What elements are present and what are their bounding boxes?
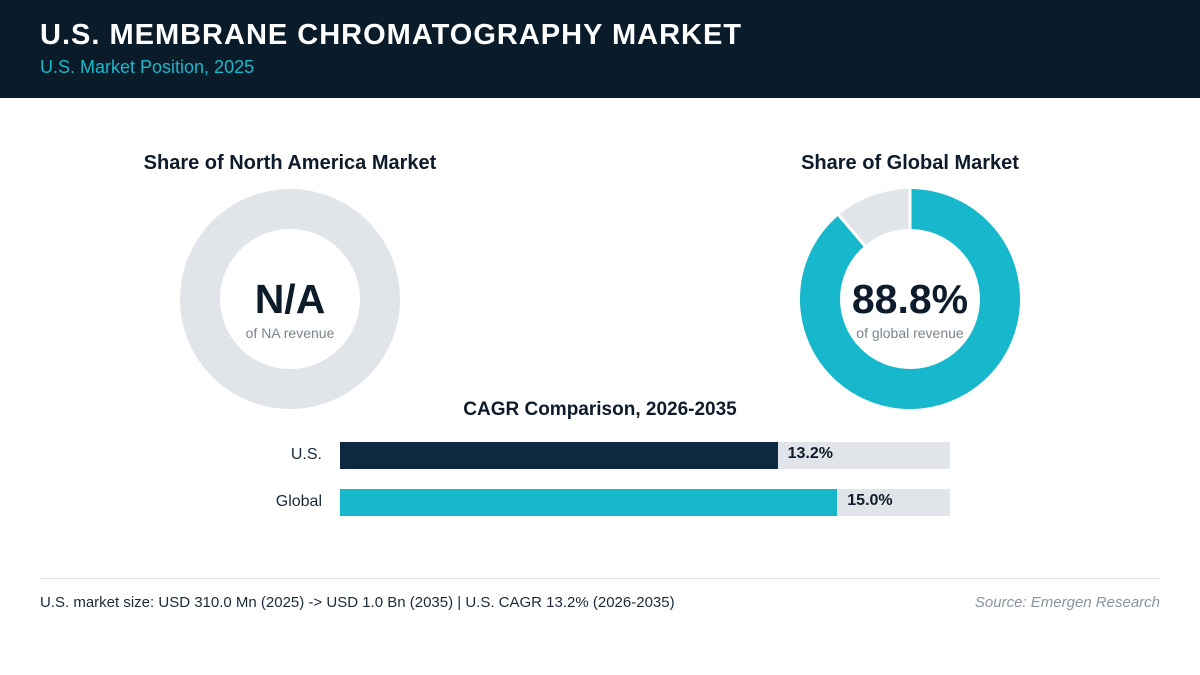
page-subtitle: U.S. Market Position, 2025 bbox=[40, 57, 255, 77]
global-share-donut bbox=[800, 188, 1020, 409]
bar-global bbox=[340, 489, 838, 516]
na-donut-track bbox=[180, 189, 400, 409]
na-share-caption: of NA revenue bbox=[245, 325, 335, 341]
footer-market-note: U.S. market size: USD 310.0 Mn (2025) ->… bbox=[40, 594, 675, 611]
cagr-chart-title: CAGR Comparison, 2026-2035 bbox=[463, 399, 737, 420]
bar-value-global: 15.0% bbox=[847, 492, 893, 509]
global-share-value: 88.8% bbox=[851, 276, 969, 322]
page-title: U.S. MEMBRANE CHROMATOGRAPHY MARKET bbox=[40, 19, 743, 51]
bar-value-us: 13.2% bbox=[787, 445, 833, 462]
bar-label-us: U.S. bbox=[290, 446, 322, 463]
bar-track-us bbox=[340, 442, 950, 469]
bar-track-global bbox=[340, 489, 950, 516]
footer-divider bbox=[40, 578, 1160, 579]
global-share-caption: of global revenue bbox=[856, 325, 964, 341]
global-donut-separator-1 bbox=[837, 213, 867, 248]
footer-source: Source: Emergen Research bbox=[974, 594, 1160, 611]
bar-label-global: Global bbox=[275, 493, 322, 510]
na-share-donut bbox=[180, 189, 400, 409]
header-banner: U.S. MEMBRANE CHROMATOGRAPHY MARKET U.S.… bbox=[0, 0, 1200, 98]
na-share-value: N/A bbox=[254, 276, 326, 322]
global-donut-title: Share of Global Market bbox=[801, 152, 1019, 174]
na-donut-title: Share of North America Market bbox=[143, 152, 437, 174]
bar-us bbox=[340, 442, 778, 469]
